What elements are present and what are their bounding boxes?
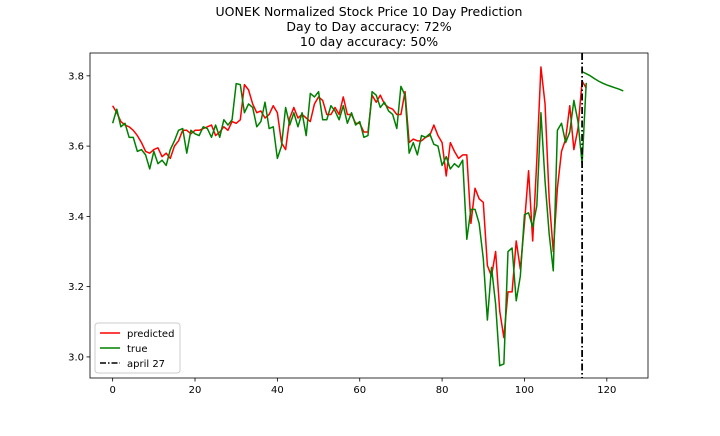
- y-tick-label: 3.2: [68, 282, 84, 293]
- x-tick-label: 100: [515, 385, 534, 396]
- legend-label-true: true: [127, 344, 148, 355]
- legend-label-predicted: predicted: [127, 329, 174, 340]
- x-tick-label: 60: [353, 385, 366, 396]
- chart-title: UONEK Normalized Stock Price 10 Day Pred…: [216, 4, 523, 49]
- x-tick-label: 120: [597, 385, 616, 396]
- y-tick-label: 3.4: [68, 212, 84, 223]
- x-tick-label: 40: [271, 385, 284, 396]
- y-tick-label: 3.0: [68, 352, 84, 363]
- axes: 0 20 40 60 80 100 120 3.0 3.2 3.4 3.6 3.8: [68, 52, 649, 396]
- plot-area: [111, 53, 624, 378]
- x-tick-label: 0: [109, 385, 115, 396]
- x-tick-label: 20: [189, 385, 202, 396]
- plot-frame: [89, 52, 649, 379]
- series-line-predicted: [112, 66, 587, 339]
- y-tick-label: 3.8: [68, 71, 84, 82]
- chart-title-line-3: 10 day accuracy: 50%: [300, 34, 438, 49]
- series-line-true: [111, 82, 587, 367]
- x-tick-label: 80: [436, 385, 449, 396]
- legend: predicted true april 27: [94, 322, 181, 374]
- legend-label-april-27: april 27: [127, 359, 165, 370]
- chart-title-line-2: Day to Day accuracy: 72%: [286, 19, 451, 34]
- y-tick-label: 3.6: [68, 142, 84, 153]
- series-line-forecast: [581, 70, 624, 92]
- legend-box: [94, 322, 181, 374]
- chart-title-line-1: UONEK Normalized Stock Price 10 Day Pred…: [216, 4, 523, 19]
